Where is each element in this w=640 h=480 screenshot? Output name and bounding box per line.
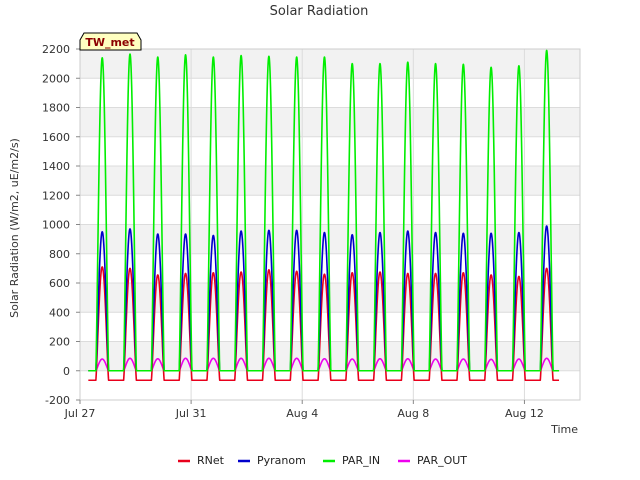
x-tick-label: Jul 31 (175, 407, 207, 420)
x-axis-ticks: Jul 27 Jul 31 Aug 4 Aug 8 Aug 12 (64, 400, 544, 420)
y-tick-label: 400 (49, 306, 70, 319)
y-tick-label: 600 (49, 277, 70, 290)
legend-label-rnet: RNet (197, 454, 225, 467)
x-axis-title: Time (550, 423, 578, 436)
y-tick-label: 1800 (42, 102, 70, 115)
plot-band (80, 107, 580, 137)
y-axis-ticks: -200 0 200 400 600 800 1000 1200 1400 1600 1800 200… (42, 43, 80, 407)
chart-title: Solar Radiation (270, 4, 369, 19)
y-tick-label: 2200 (42, 43, 70, 56)
station-tag-label: TW_met (85, 36, 134, 49)
x-tick-label: Aug 8 (397, 407, 429, 420)
series-line-par_in (87, 49, 560, 372)
station-tag-box (79, 32, 142, 51)
plot-band (80, 166, 580, 196)
y-tick-label: 2000 (42, 72, 70, 85)
y-tick-label: 200 (49, 336, 70, 349)
y-tick-label: 1000 (42, 219, 70, 232)
legend: RNet Pyranom PAR_IN PAR_OUT (178, 454, 467, 467)
y-tick-label: 1600 (42, 131, 70, 144)
plot-band (80, 49, 580, 79)
series-line-rnet (87, 266, 560, 382)
x-tick-label: Aug 12 (505, 407, 544, 420)
y-tick-label: 0 (63, 365, 70, 378)
y-tick-label: 1200 (42, 189, 70, 202)
y-axis-title: Solar Radiation (W/m2, uE/m2/s) (8, 138, 21, 318)
legend-label-par_out: PAR_OUT (417, 454, 467, 467)
x-tick-label: Jul 27 (64, 407, 96, 420)
x-tick-label: Aug 4 (286, 407, 318, 420)
plot-band (80, 224, 580, 254)
y-tick-label: 800 (49, 248, 70, 261)
legend-label-par_in: PAR_IN (342, 454, 380, 467)
y-tick-label: -200 (45, 394, 70, 407)
legend-label-pyranom: Pyranom (257, 454, 306, 467)
station-tag: TW_met (79, 32, 142, 51)
series-layer (87, 49, 560, 382)
y-tick-label: 1400 (42, 160, 70, 173)
